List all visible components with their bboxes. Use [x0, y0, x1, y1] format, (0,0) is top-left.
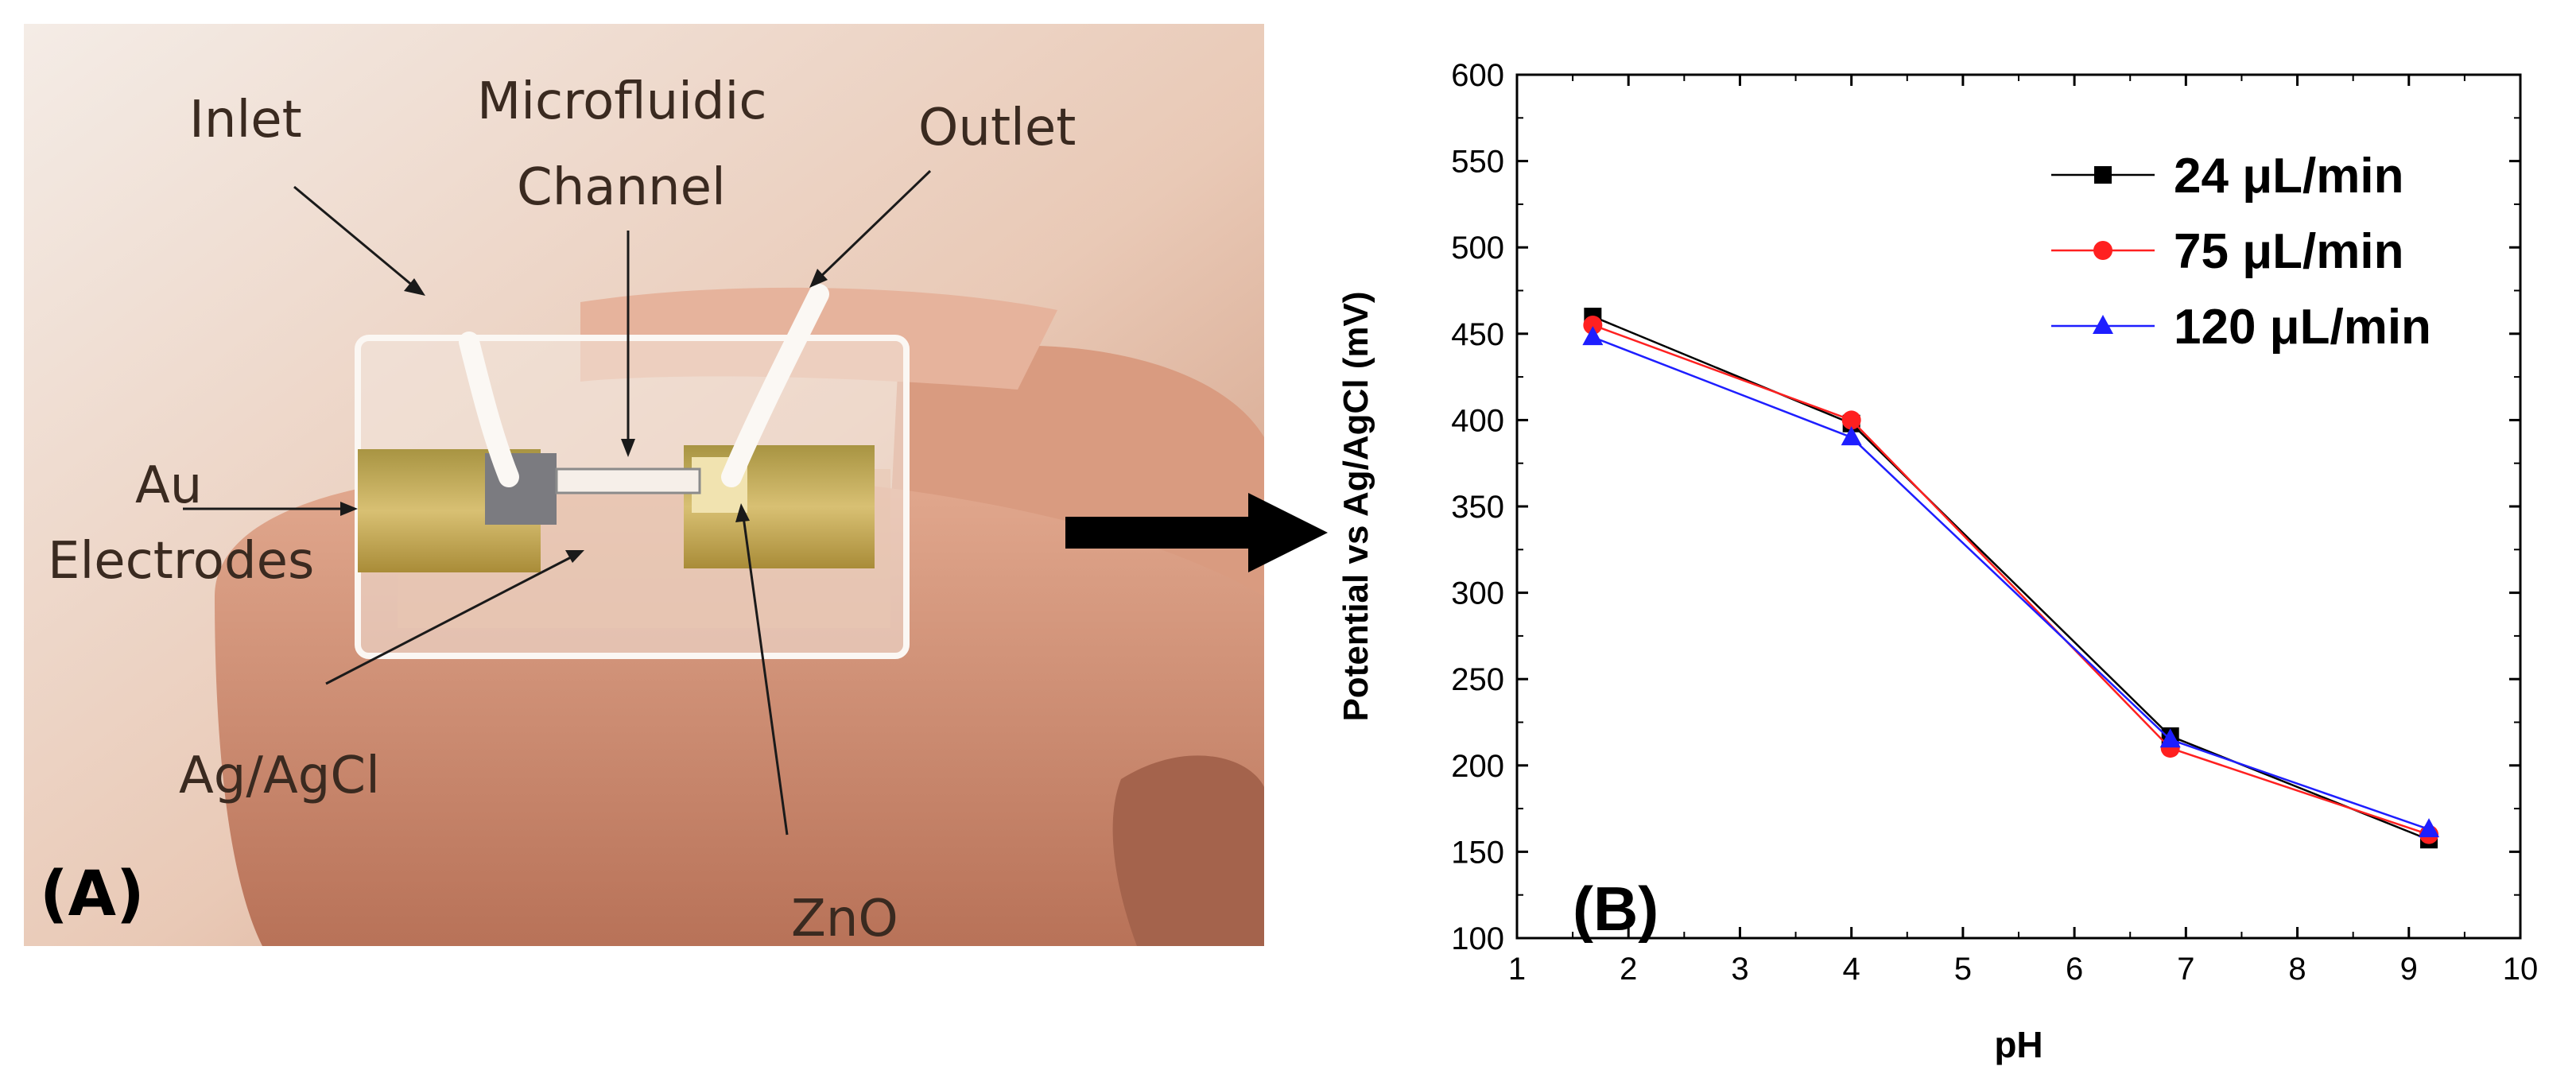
- panel-a-letter: (A): [40, 859, 145, 930]
- y-tick-label: 500: [1451, 231, 1504, 266]
- x-tick-label: 10: [2503, 952, 2539, 987]
- inlet-tube: [459, 332, 519, 487]
- legend-marker: [2093, 241, 2112, 260]
- zno-label: ZnO: [791, 890, 898, 946]
- device-photo-panel: Inlet Microfluidic Channel Outlet Au Ele…: [24, 24, 1264, 946]
- microfluidic-label: Microfluidic: [477, 72, 767, 131]
- data-point: [2419, 818, 2440, 838]
- y-axis: 100 150 200 250 300 350 400 450 500 550 600: [1451, 58, 2520, 956]
- thumb: [1112, 755, 1264, 946]
- series-line: [1592, 324, 2430, 836]
- legend-marker: [2094, 166, 2112, 184]
- x-tick-label: 7: [2177, 952, 2194, 987]
- series-1: [1584, 308, 2438, 849]
- panel-arrow: [1065, 493, 1328, 572]
- x-tick-label: 4: [1843, 952, 1860, 987]
- legend-item: 75 μL/min: [2051, 224, 2403, 279]
- data-point: [1583, 315, 1603, 335]
- legend-item: 24 μL/min: [2051, 149, 2403, 204]
- ph-potential-chart: 100 150 200 250 300 350 400 450 500 550 600 1 2 3 4 5 6…: [1336, 58, 2538, 1065]
- legend-label: 24 μL/min: [2174, 149, 2403, 204]
- y-tick-label: 200: [1451, 749, 1504, 784]
- legend-label: 75 μL/min: [2174, 224, 2403, 279]
- x-tick-label: 3: [1731, 952, 1748, 987]
- legend-item: 120 μL/min: [2051, 300, 2431, 355]
- x-tick-label: 8: [2288, 952, 2306, 987]
- annotation-arrowheads: [340, 269, 828, 563]
- outlet-label: Outlet: [918, 99, 1077, 157]
- outlet-tube: [721, 284, 829, 487]
- au-label: Au: [135, 456, 203, 515]
- y-tick-label: 600: [1451, 58, 1504, 93]
- y-tick-label: 350: [1451, 490, 1504, 525]
- series-layer: [1582, 308, 2440, 849]
- series-3: [1582, 326, 2440, 838]
- annotation-arrows: [183, 169, 932, 836]
- series-line: [1592, 335, 2430, 831]
- y-tick-label: 150: [1451, 835, 1504, 870]
- y-tick-label: 450: [1451, 317, 1504, 352]
- y-tick-label: 100: [1451, 921, 1504, 956]
- inlet-label: Inlet: [189, 91, 302, 149]
- data-point: [1582, 326, 1604, 346]
- y-tick-label: 550: [1451, 145, 1504, 180]
- legend-label: 120 μL/min: [2174, 300, 2431, 355]
- x-tick-label: 9: [2400, 952, 2418, 987]
- ag-agcl-label: Ag/AgCl: [179, 747, 380, 805]
- channel-label: Channel: [517, 158, 726, 217]
- y-tick-label: 250: [1451, 662, 1504, 697]
- data-point: [1841, 426, 1862, 446]
- x-tick-label: 5: [1954, 952, 1972, 987]
- y-tick-label: 300: [1451, 576, 1504, 611]
- x-axis-label: pH: [1994, 1024, 2043, 1065]
- microfluidic-channel-shape: [555, 467, 701, 494]
- electrodes-label: Electrodes: [48, 532, 315, 591]
- panel-b-letter: (B): [1573, 874, 1658, 944]
- x-tick-label: 1: [1508, 952, 1526, 987]
- data-point: [1841, 410, 1861, 430]
- x-axis: 1 2 3 4 5 6 7 8 9 10: [1508, 75, 2538, 987]
- data-point: [2159, 728, 2181, 748]
- device-photo: [24, 24, 1264, 946]
- y-axis-label: Potential vs Ag/AgCl (mV): [1336, 291, 1375, 721]
- x-tick-label: 2: [1620, 952, 1637, 987]
- legend: 24 μL/min 75 μL/min 120 μL/min: [2051, 149, 2431, 355]
- legend-marker: [2093, 315, 2113, 334]
- series-line: [1592, 315, 2430, 841]
- y-tick-label: 400: [1451, 403, 1504, 438]
- x-tick-label: 6: [2066, 952, 2083, 987]
